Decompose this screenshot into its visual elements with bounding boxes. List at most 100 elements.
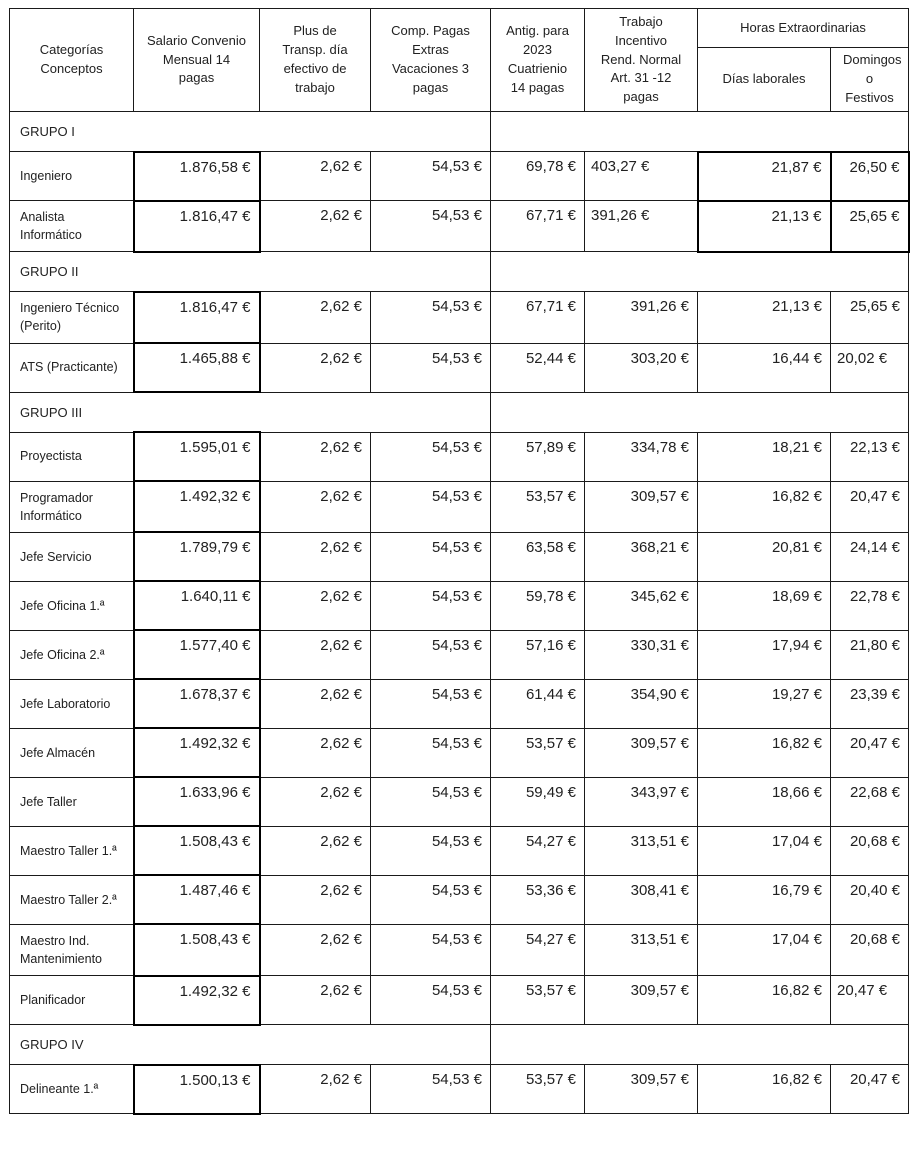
value-cell: 61,44 € [490, 678, 585, 729]
table-row: Jefe Laboratorio 1.678,37 €2,62 €54,53 €6… [9, 678, 909, 730]
value-cell: 2,62 € [259, 151, 371, 201]
category-cell: Ingeniero Técnico (Perito) [9, 291, 134, 344]
value-cell: 309,57 € [584, 727, 698, 778]
category-cell: ATS (Practicante) [9, 342, 134, 393]
value-cell: 25,65 € [829, 199, 910, 253]
value-cell: 2,62 € [259, 629, 371, 680]
group-empty-cell [490, 111, 909, 152]
value-cell: 19,27 € [697, 678, 831, 729]
value-cell: 18,21 € [697, 431, 831, 482]
value-cell: 16,82 € [697, 1064, 831, 1114]
value-cell: 309,57 € [584, 480, 698, 533]
value-cell: 1.492,32 € [132, 479, 261, 534]
value-cell: 20,47 € [830, 975, 909, 1025]
group-empty-cell [490, 251, 909, 293]
table-row: Analista Informático 1.816,47 €2,62 €54,5… [9, 199, 910, 253]
value-cell: 57,89 € [490, 431, 585, 482]
value-cell: 23,39 € [830, 678, 909, 729]
value-cell: 54,53 € [370, 342, 491, 393]
value-cell: 22,68 € [830, 776, 909, 827]
value-cell: 16,82 € [697, 480, 831, 533]
value-cell: 20,47 € [830, 727, 909, 778]
value-cell: 59,49 € [490, 776, 585, 827]
header-row-1: Categorías Conceptos Salario Convenio Me… [9, 8, 909, 112]
value-cell: 54,53 € [370, 629, 491, 680]
value-cell: 53,57 € [490, 480, 585, 533]
group-label: GRUPO IV [9, 1024, 491, 1065]
value-cell: 2,62 € [259, 678, 371, 729]
value-cell: 343,97 € [584, 776, 698, 827]
salary-table: Categorías Conceptos Salario Convenio Me… [9, 8, 910, 1115]
value-cell: 334,78 € [584, 431, 698, 482]
value-cell: 309,57 € [584, 1064, 698, 1114]
value-cell: 1.508,43 € [132, 825, 261, 877]
table-row: Jefe Almacén 1.492,32 €2,62 €54,53 €53,57… [9, 727, 909, 779]
category-cell: Proyectista [9, 431, 134, 482]
value-cell: 54,53 € [370, 678, 491, 729]
value-cell: 2,62 € [259, 923, 371, 977]
table-row: Proyectista 1.595,01 €2,62 €54,53 €57,89 … [9, 431, 909, 482]
value-cell: 21,13 € [697, 291, 831, 344]
value-cell: 20,68 € [830, 923, 909, 977]
value-cell: 16,82 € [697, 975, 831, 1025]
value-cell: 20,68 € [830, 825, 909, 876]
value-cell: 26,50 € [829, 150, 910, 202]
value-cell: 24,14 € [830, 531, 909, 582]
category-cell: Analista Informático [9, 199, 134, 253]
value-cell: 2,62 € [259, 1064, 371, 1114]
value-cell: 54,53 € [370, 923, 491, 977]
value-cell: 18,69 € [697, 580, 831, 631]
value-cell: 20,81 € [697, 531, 831, 582]
category-cell: Planificador [9, 975, 134, 1025]
header-trabajo-incentivo: Trabajo Incentivo Rend. Normal Art. 31 -… [584, 8, 698, 112]
value-cell: 1.595,01 € [132, 431, 261, 482]
category-cell: Jefe Almacén [9, 727, 134, 778]
value-cell: 16,44 € [697, 342, 831, 393]
value-cell: 1.487,46 € [132, 874, 261, 926]
value-cell: 22,13 € [830, 431, 909, 482]
value-cell: 54,53 € [370, 1064, 491, 1114]
value-cell: 20,40 € [830, 874, 909, 925]
value-cell: 54,53 € [370, 199, 491, 253]
header-domingos-festivos: Domingos o Festivos [830, 47, 909, 112]
table-row: Planificador 1.492,32 €2,62 €54,53 €53,57… [9, 974, 909, 1026]
value-cell: 345,62 € [584, 580, 698, 631]
value-cell: 54,53 € [370, 431, 491, 482]
table-row: Ingeniero 1.876,58 €2,62 €54,53 €69,78 €4… [9, 150, 910, 202]
value-cell: 18,66 € [697, 776, 831, 827]
value-cell: 309,57 € [584, 975, 698, 1025]
table-row: Jefe Oficina 2.ª 1.577,40 €2,62 €54,53 €5… [9, 629, 909, 681]
header-salario-convenio: Salario Convenio Mensual 14 pagas [133, 8, 260, 112]
value-cell: 2,62 € [259, 874, 371, 925]
table-row: Delineante 1.ª 1.500,13 €2,62 €54,53 €53,… [9, 1063, 909, 1115]
value-cell: 16,82 € [697, 727, 831, 778]
value-cell: 2,62 € [259, 776, 371, 827]
value-cell: 67,71 € [490, 291, 585, 344]
table-row: Jefe Oficina 1.ª 1.640,11 €2,62 €54,53 €5… [9, 580, 909, 632]
category-cell: Jefe Servicio [9, 531, 134, 582]
value-cell: 308,41 € [584, 874, 698, 925]
value-cell: 354,90 € [584, 678, 698, 729]
value-cell: 20,47 € [830, 480, 909, 533]
value-cell: 2,62 € [259, 825, 371, 876]
group-label: GRUPO III [9, 391, 491, 433]
value-cell: 403,27 € [584, 151, 698, 201]
value-cell: 54,27 € [490, 825, 585, 876]
value-cell: 1.492,32 € [132, 974, 261, 1026]
value-cell: 54,53 € [370, 151, 491, 201]
table-row: Maestro Taller 1.ª 1.508,43 €2,62 €54,53 … [9, 825, 909, 877]
category-cell: Jefe Oficina 2.ª [9, 629, 134, 680]
value-cell: 54,27 € [490, 923, 585, 977]
group-label: GRUPO I [9, 111, 491, 152]
table-row: Maestro Ind. Mantenimiento 1.508,43 €2,62… [9, 923, 909, 977]
category-cell: Jefe Taller [9, 776, 134, 827]
table-row: Jefe Taller 1.633,96 €2,62 €54,53 €59,49 … [9, 776, 909, 828]
value-cell: 368,21 € [584, 531, 698, 582]
value-cell: 1.492,32 € [132, 727, 261, 779]
value-cell: 22,78 € [830, 580, 909, 631]
value-cell: 21,13 € [696, 199, 832, 253]
header-plus-transporte: Plus de Transp. día efectivo de trabajo [259, 8, 371, 112]
value-cell: 53,57 € [490, 1064, 585, 1114]
value-cell: 54,53 € [370, 291, 491, 344]
